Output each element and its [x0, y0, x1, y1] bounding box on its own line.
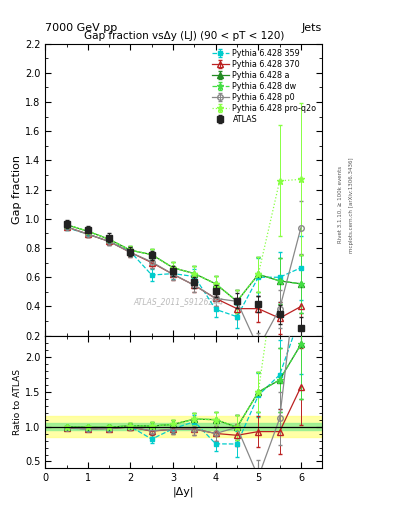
- X-axis label: |Δy|: |Δy|: [173, 486, 195, 497]
- Y-axis label: Gap fraction: Gap fraction: [12, 155, 22, 224]
- Text: Rivet 3.1.10, ≥ 100k events: Rivet 3.1.10, ≥ 100k events: [338, 166, 342, 243]
- Text: ATLAS_2011_S9126244: ATLAS_2011_S9126244: [133, 297, 223, 307]
- Text: 7000 GeV pp: 7000 GeV pp: [45, 23, 118, 33]
- Bar: [45, 423, 322, 430]
- Title: Gap fraction vsΔy (LJ) (90 < pT < 120): Gap fraction vsΔy (LJ) (90 < pT < 120): [84, 31, 284, 41]
- Y-axis label: Ratio to ATLAS: Ratio to ATLAS: [13, 369, 22, 435]
- Text: mcplots.cern.ch [arXiv:1306.3436]: mcplots.cern.ch [arXiv:1306.3436]: [349, 157, 354, 252]
- Bar: [45, 416, 322, 437]
- Legend: Pythia 6.428 359, Pythia 6.428 370, Pythia 6.428 a, Pythia 6.428 dw, Pythia 6.42: Pythia 6.428 359, Pythia 6.428 370, Pyth…: [210, 48, 318, 126]
- Text: Jets: Jets: [302, 23, 322, 33]
